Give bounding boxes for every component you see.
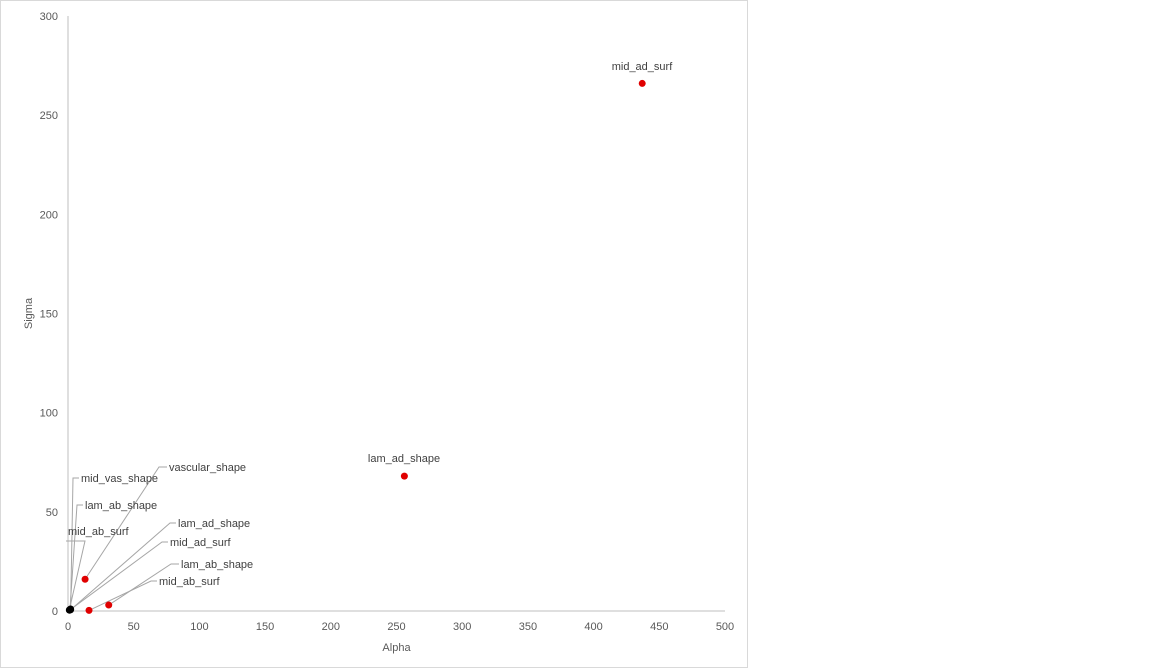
x-tick-label: 200 [322, 621, 340, 633]
data-label: mid_ab_surf [159, 576, 220, 588]
data-label: lam_ad_shape [178, 518, 250, 530]
leader-line [69, 541, 168, 611]
x-tick-label: 150 [256, 621, 274, 633]
data-label: vascular_shape [169, 462, 246, 474]
leader-line [70, 477, 79, 610]
x-tick-label: 450 [650, 621, 668, 633]
y-tick-label: 300 [40, 11, 58, 23]
y-tick-label: 0 [52, 606, 58, 618]
data-label: mid_ad_surf [170, 537, 231, 549]
data-point [105, 601, 113, 609]
data-point [638, 79, 646, 87]
data-label: mid_ad_surf [612, 61, 673, 73]
leader-line [70, 522, 176, 611]
leader-line [69, 504, 83, 610]
y-tick-label: 100 [40, 408, 58, 420]
leader-line [88, 580, 157, 611]
y-tick-label: 200 [40, 209, 58, 221]
x-tick-label: 300 [453, 621, 471, 633]
chart-frame: 0 50 100 150 200 250 300 350 400 450 500 0 50 100 150 2… [0, 0, 748, 668]
data-label: lam_ab_shape [85, 500, 157, 512]
x-axis-title: Alpha [382, 642, 411, 654]
x-tick-label: 350 [519, 621, 537, 633]
data-point [85, 606, 93, 614]
x-tick-label: 250 [387, 621, 405, 633]
x-tick-label: 500 [716, 621, 734, 633]
leader-line [84, 466, 167, 580]
y-tick-label: 150 [40, 309, 58, 321]
data-point [81, 575, 89, 583]
data-label: mid_ab_surf [68, 526, 129, 538]
y-tick-label: 250 [40, 110, 58, 122]
scatter-chart: 0 50 100 150 200 250 300 350 400 450 500 0 50 100 150 2… [23, 11, 734, 654]
x-tick-label: 400 [584, 621, 602, 633]
x-tick-label: 50 [128, 621, 140, 633]
data-label: lam_ad_shape [368, 453, 440, 465]
data-point [400, 472, 408, 480]
y-tick-label: 50 [46, 507, 58, 519]
leader-line [66, 540, 86, 611]
x-tick-label: 100 [190, 621, 208, 633]
data-label: mid_vas_shape [81, 473, 158, 485]
data-point [66, 606, 74, 614]
y-axis-title: Sigma [23, 297, 35, 329]
x-tick-label: 0 [65, 621, 71, 633]
data-label: lam_ab_shape [181, 559, 253, 571]
